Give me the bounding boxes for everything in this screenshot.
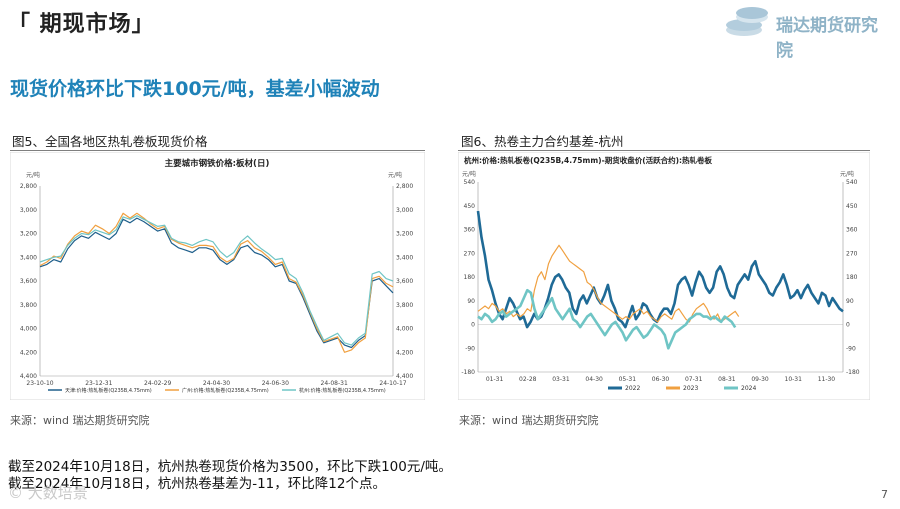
series-line--q235b-4-75mm- (39, 217, 394, 349)
y-tick-label-right: 3,200 (396, 231, 413, 238)
series-line--q235b-4-75mm- (39, 212, 394, 353)
figure-5-rule (10, 150, 425, 151)
y-tick-label-left: 3,400 (20, 254, 37, 261)
y-tick-label-right: -90 (846, 345, 856, 352)
brand-logo: 瑞达期货研究院 (722, 4, 894, 61)
y-tick-label-left: 90 (467, 298, 475, 305)
y-tick-label-right: 3,600 (396, 278, 413, 285)
y-tick-label-left: 450 (464, 203, 476, 210)
y-tick-label-right: 180 (846, 274, 858, 281)
y-unit-right: 元/吨 (840, 170, 854, 178)
series-line-2024 (477, 288, 737, 350)
y-tick-label-right: 450 (846, 203, 858, 210)
y-tick-label-right: 2,800 (396, 183, 413, 190)
series-line--q235b-4-75mm- (39, 215, 394, 346)
x-tick-label: 10-31 (785, 376, 803, 383)
figure-5-title: 图5、全国各地区热轧卷板现货价格 (12, 134, 208, 149)
y-unit-left: 元/吨 (462, 170, 476, 178)
section-title: 「 期现市场」 (8, 12, 155, 37)
chart-title: 主要城市钢铁价格:板材(日) (165, 158, 270, 169)
x-tick-label: 01-31 (486, 376, 504, 383)
y-tick-label-left: 4,400 (20, 373, 37, 380)
x-tick-label: 24-08-31 (321, 380, 348, 387)
brand-name: 瑞达期货研究院 (776, 16, 878, 61)
x-tick-label: 08-31 (718, 376, 736, 383)
y-tick-label-left: -90 (465, 345, 475, 352)
x-tick-label: 02-28 (519, 376, 537, 383)
y-tick-label-left: 4,200 (20, 349, 37, 356)
y-tick-label-right: 270 (846, 250, 858, 257)
note-basis: 截至2024年10月18日，杭州热卷基差为-11，环比降12个点。 (8, 476, 386, 492)
y-tick-label-left: 3,200 (20, 231, 37, 238)
spot-price-chart: 主要城市钢铁价格:板材(日) 元/吨 元/吨 2,800 2,800 3,000 3,… (10, 152, 425, 400)
chart-frame (10, 152, 425, 400)
page-number: 7 (881, 488, 888, 501)
x-tick-label: 04-30 (585, 376, 603, 383)
y-tick-label-left: 540 (464, 179, 476, 186)
x-tick-label: 05-31 (619, 376, 637, 383)
figure-6-source: 来源：wind 瑞达期货研究院 (459, 414, 599, 427)
figure-6-rule (458, 150, 870, 151)
x-tick-label: 06-30 (652, 376, 670, 383)
y-tick-label-left: 3,000 (20, 207, 37, 214)
page-headline: 现货价格环比下跌100元/吨，基差小幅波动 (10, 78, 380, 100)
legend-label: 2023 (683, 385, 698, 392)
y-unit-right: 元/吨 (388, 171, 402, 179)
watermark: © 大数培景 (8, 484, 88, 502)
y-tick-label-left: -180 (461, 369, 475, 376)
y-tick-label-left: 3,800 (20, 302, 37, 309)
y-tick-label-left: 180 (464, 274, 476, 281)
x-tick-label: 09-30 (751, 376, 769, 383)
y-tick-label-right: 540 (846, 179, 858, 186)
y-tick-label-right: 360 (846, 227, 858, 234)
y-tick-label-left: 270 (464, 250, 476, 257)
figure-6-title: 图6、热卷主力合约基差-杭州 (461, 134, 624, 149)
x-tick-label: 07-31 (685, 376, 703, 383)
legend-label: 广州:价格:热轧板卷(Q235B,4.75mm) (182, 387, 269, 394)
y-tick-label-right: 3,800 (396, 302, 413, 309)
chart-title: 杭州:价格:热轧板卷(Q235B,4.75mm)-期货收盘价(活跃合约):热轧卷… (464, 155, 713, 165)
y-tick-label-right: 4,400 (396, 373, 413, 380)
y-tick-label-right: 90 (846, 298, 854, 305)
note-spot-price: 截至2024年10月18日，杭州热卷现货价格为3500，环比下跌100元/吨。 (8, 459, 452, 475)
legend-label: 杭州:价格:热轧板卷(Q235B,4.75mm) (299, 387, 386, 394)
legend-label: 2022 (625, 385, 640, 392)
y-tick-label-left: 0 (471, 322, 475, 329)
x-tick-label: 03-31 (552, 376, 570, 383)
y-tick-label-right: 4,000 (396, 326, 413, 333)
x-tick-label: 23-10-10 (26, 380, 53, 387)
y-unit-left: 元/吨 (26, 171, 40, 179)
series-line-2023 (477, 244, 740, 323)
y-tick-label-right: 3,000 (396, 207, 413, 214)
y-tick-label-left: 2,800 (20, 183, 37, 190)
figure-5-source: 来源：wind 瑞达期货研究院 (10, 414, 150, 427)
x-tick-label: 24-02-29 (144, 380, 171, 387)
y-tick-label-left: 3,600 (20, 278, 37, 285)
x-tick-label: 23-12-31 (85, 380, 112, 387)
y-tick-label-right: 3,400 (396, 254, 413, 261)
y-tick-label-left: 360 (464, 227, 476, 234)
legend-label: 天津:价格:热轧板卷(Q235B,4.75mm) (65, 387, 152, 394)
chart-frame (458, 152, 870, 400)
x-tick-label: 24-06-30 (262, 380, 289, 387)
y-tick-label-right: -180 (846, 369, 860, 376)
x-tick-label: 11-30 (818, 376, 836, 383)
basis-chart: 杭州:价格:热轧板卷(Q235B,4.75mm)-期货收盘价(活跃合约):热轧卷… (458, 152, 870, 400)
coin-stack-icon (726, 7, 768, 36)
y-tick-label-right: 4,200 (396, 349, 413, 356)
x-tick-label: 24-04-30 (203, 380, 230, 387)
x-tick-label: 24-10-17 (379, 380, 406, 387)
y-tick-label-left: 4,000 (20, 326, 37, 333)
legend-label: 2024 (741, 385, 756, 392)
y-tick-label-right: 0 (846, 322, 850, 329)
